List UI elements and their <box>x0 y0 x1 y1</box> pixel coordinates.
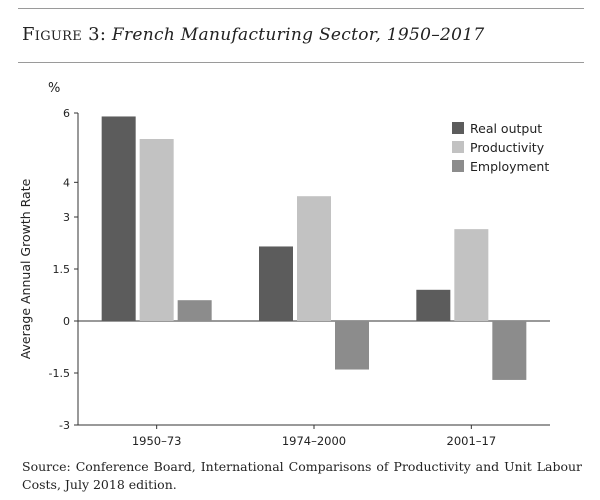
x-tick-label: 1974–2000 <box>282 434 346 448</box>
y-tick-label: -3 <box>59 419 70 432</box>
y-tick-label: 1.5 <box>53 263 71 276</box>
bar-productivity <box>139 139 174 321</box>
bar-real-output <box>416 289 451 321</box>
legend-swatch <box>452 160 464 172</box>
y-unit-label: % <box>48 81 60 96</box>
y-axis-title: Average Annual Growth Rate <box>18 178 33 359</box>
top-rule <box>18 8 584 9</box>
x-tick-label: 1950–73 <box>132 434 182 448</box>
bar-employment <box>335 321 369 370</box>
figure-label: Figure 3: <box>22 24 107 45</box>
y-tick-label: 4 <box>63 176 70 189</box>
bar-employment <box>492 321 527 380</box>
legend-swatch <box>452 141 464 153</box>
bar-employment <box>177 300 212 321</box>
legend: Real output Productivity Employment <box>452 121 549 174</box>
bar-productivity <box>454 229 489 321</box>
figure-title-text: French Manufacturing Sector, 1950–2017 <box>111 25 485 45</box>
title-rule <box>18 62 584 63</box>
source-note: Source: Conference Board, International … <box>22 459 582 492</box>
y-tick-label: 0 <box>63 315 70 328</box>
legend-label: Employment <box>470 159 549 174</box>
x-tick-label: 2001–17 <box>447 434 497 448</box>
bar-real-output <box>259 246 293 321</box>
y-tick-label: 3 <box>63 211 70 224</box>
legend-label: Real output <box>470 121 542 136</box>
figure-title: Figure 3: French Manufacturing Sector, 1… <box>22 24 484 45</box>
plot-area: 6 4 3 1.5 0 -1.5 -3 1950–73 1974–2000 2001–17 <box>49 107 550 448</box>
legend-label: Productivity <box>470 140 545 155</box>
bar-real-output <box>101 116 136 321</box>
legend-swatch <box>452 122 464 134</box>
bar-chart: % Average Annual Growth Rate 6 4 3 1.5 0 -1.5… <box>18 81 550 448</box>
y-tick-label: 6 <box>63 107 70 120</box>
y-tick-label: -1.5 <box>49 367 70 380</box>
bar-productivity <box>297 196 331 321</box>
